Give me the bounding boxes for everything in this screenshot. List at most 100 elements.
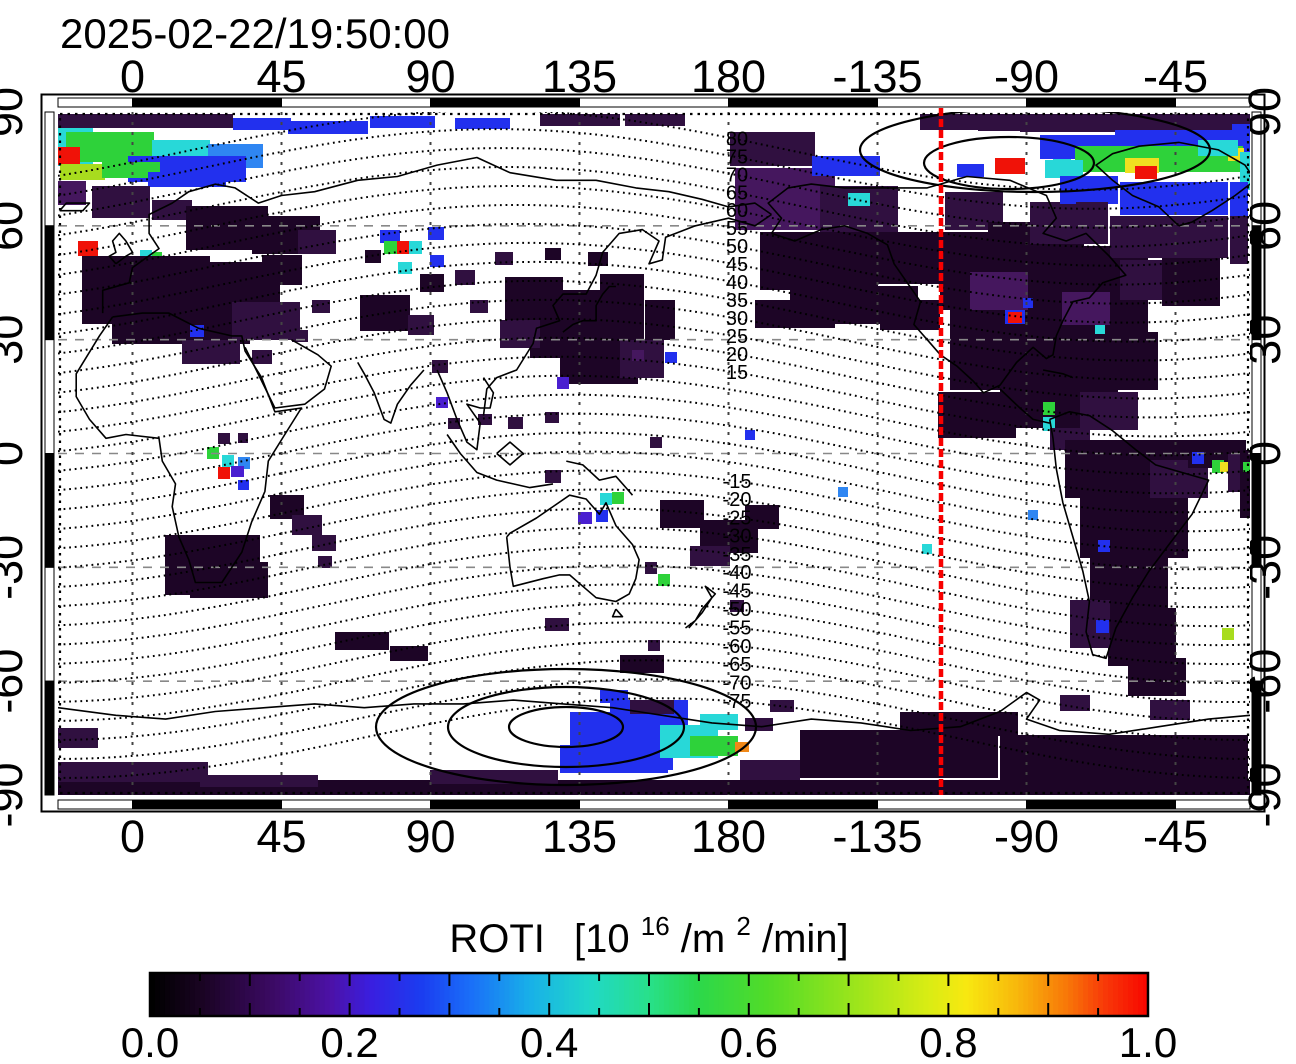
contour-label: 65 <box>726 182 748 204</box>
colorbar-slice <box>309 973 316 1016</box>
roti-cell <box>58 728 98 748</box>
colorbar-slice <box>1083 973 1089 1016</box>
roti-cell <box>495 252 513 265</box>
roti-cell <box>1008 312 1022 323</box>
colorbar-slice <box>579 973 585 1016</box>
roti-cell <box>1135 166 1157 179</box>
roti-cell <box>995 158 1025 174</box>
roti-cell <box>1243 462 1250 472</box>
roti-cell <box>800 730 998 778</box>
roti-cell <box>92 186 150 218</box>
coastline <box>58 691 1250 736</box>
colorbar-slice <box>479 973 486 1016</box>
colorbar-slice <box>534 973 540 1016</box>
contour-label: 55 <box>726 218 748 240</box>
colorbar-slice <box>683 973 690 1016</box>
roti-cell <box>838 487 848 497</box>
colorbar-slice <box>349 973 356 1016</box>
colorbar-slice <box>1093 973 1099 1016</box>
colorbar-slice <box>1048 973 1054 1016</box>
colorbar-slice <box>1043 973 1049 1016</box>
colorbar-slice <box>833 973 840 1016</box>
bottom-lon-tick-label: 180 <box>691 811 766 862</box>
colorbar-slice <box>938 973 945 1016</box>
bottom-axis-segment <box>280 799 431 810</box>
magnetic-latitude-contour <box>58 112 1250 191</box>
colorbar-slice <box>364 973 371 1016</box>
colorbar-slice <box>289 973 296 1016</box>
colorbar-slice <box>653 973 660 1016</box>
contour-label: 40 <box>726 272 748 294</box>
colorbar-slice <box>888 973 895 1016</box>
roti-cell <box>648 640 660 651</box>
colorbar-slice <box>539 973 545 1016</box>
top-lon-tick-label: 90 <box>405 51 455 102</box>
roti-cell <box>1080 392 1138 430</box>
roti-cell <box>600 493 612 505</box>
roti-cell <box>880 300 940 330</box>
contour-label: 45 <box>726 254 748 276</box>
colorbar-slice <box>274 973 281 1016</box>
colorbar-slice <box>983 973 990 1016</box>
roti-cell <box>238 433 248 443</box>
colorbar-slice <box>658 973 665 1016</box>
colorbar-slice <box>234 973 241 1016</box>
roti-cell <box>900 712 1018 736</box>
colorbar-slice <box>1013 973 1019 1016</box>
coastline <box>101 156 772 314</box>
colorbar-slice <box>1088 973 1094 1016</box>
roti-cell <box>1030 202 1108 244</box>
colorbar-slice <box>703 973 710 1016</box>
colorbar-slice <box>469 973 476 1016</box>
roti-cell <box>218 467 230 479</box>
coastline <box>496 441 524 466</box>
coastline <box>446 434 554 489</box>
colorbar-tick-label: 0.4 <box>520 1019 578 1064</box>
colorbar-slice <box>304 973 311 1016</box>
roti-cell <box>390 646 428 661</box>
roti-cell <box>1060 695 1090 711</box>
contour-label: -30 <box>723 526 752 548</box>
roti-cell <box>370 116 435 128</box>
roti-cell <box>1095 325 1105 334</box>
roti-cell <box>545 618 569 631</box>
roti-cell <box>545 470 561 483</box>
left-lat-tick-label: -30 <box>0 535 32 600</box>
colorbar-slice <box>599 973 605 1016</box>
roti-cell <box>231 466 244 477</box>
left-axis-segment <box>44 111 55 227</box>
colorbar-slice <box>953 973 960 1016</box>
contour-label: -75 <box>723 691 752 713</box>
colorbar-slice <box>708 973 715 1016</box>
colorbar-slice <box>1128 973 1134 1016</box>
roti-cell <box>252 350 272 364</box>
roti-cell <box>152 200 192 220</box>
roti-cell <box>398 262 412 274</box>
top-lon-tick-label: 0 <box>120 51 145 102</box>
colorbar-slice <box>549 973 555 1016</box>
colorbar-slice <box>838 973 845 1016</box>
roti-cell <box>1000 735 1248 787</box>
roti-cell <box>1060 193 1076 204</box>
colorbar-slice <box>639 973 645 1016</box>
roti-cell <box>1198 140 1238 156</box>
colorbar-slice <box>204 973 211 1016</box>
colorbar-slice <box>848 973 855 1016</box>
roti-cell <box>148 172 226 187</box>
colorbar-slice <box>913 973 920 1016</box>
colorbar-slice <box>903 973 910 1016</box>
colorbar-slice <box>883 973 890 1016</box>
roti-cell <box>432 360 448 373</box>
colorbar-slice <box>189 973 196 1016</box>
colorbar-slice <box>773 973 780 1016</box>
colorbar-slice <box>199 973 206 1016</box>
contour-label: 20 <box>726 344 748 366</box>
roti-cell <box>645 562 657 574</box>
roti-cell <box>922 544 932 554</box>
coastline-layer <box>58 141 1250 736</box>
roti-cell <box>848 193 870 206</box>
colorbar-ticks <box>198 973 1100 1016</box>
colorbar-slice <box>793 973 800 1016</box>
colorbar-slice <box>978 973 985 1016</box>
